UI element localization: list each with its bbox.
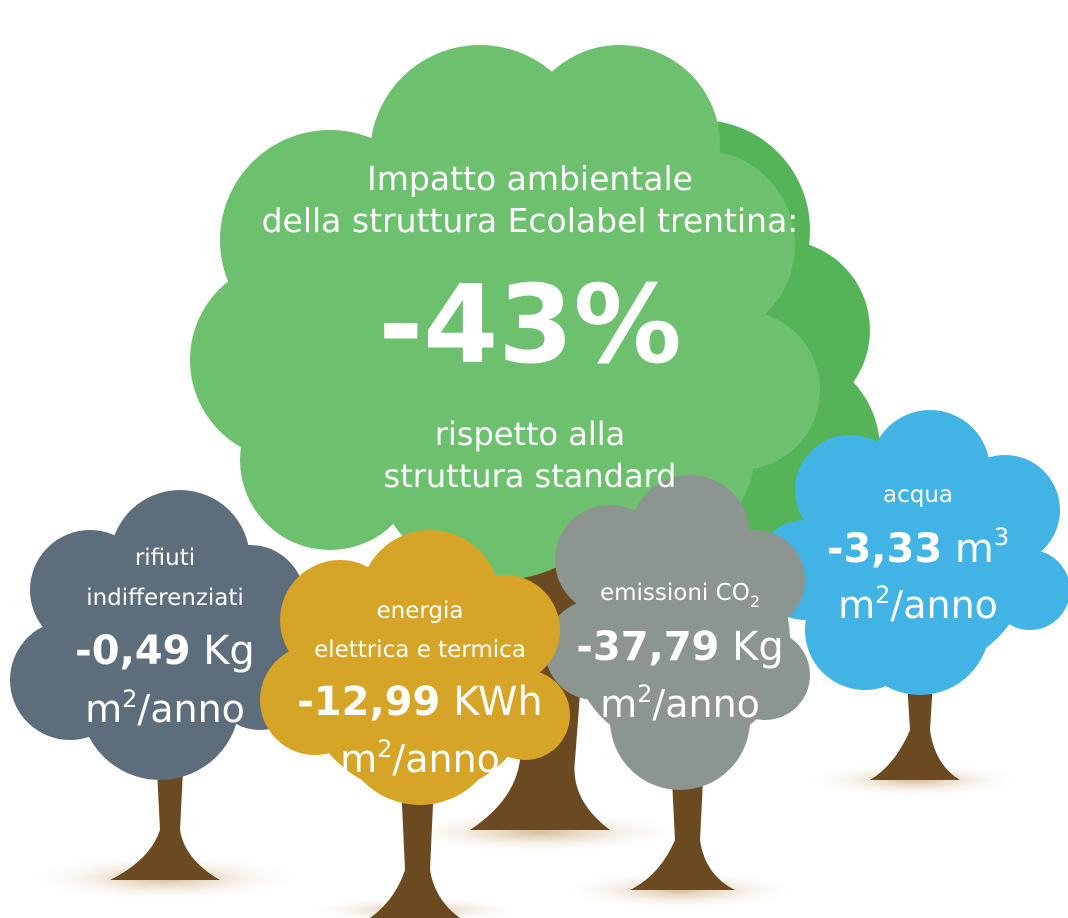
per-rest: /anno (652, 682, 760, 726)
unit: KWh (453, 679, 543, 725)
unit: m (955, 526, 994, 572)
main-line2: della struttura Ecolabel trentina: (262, 201, 799, 240)
unit: Kg (732, 624, 784, 670)
per-line: m2/anno (85, 685, 245, 731)
value-line: -12,99 KWh (297, 679, 543, 725)
per-rest: /anno (392, 737, 500, 781)
main-sub2: struttura standard (384, 457, 677, 495)
per-rest: /anno (890, 583, 998, 627)
tree-acqua (755, 410, 1068, 780)
main-value: -43% (378, 263, 681, 388)
per-base: m (600, 682, 637, 726)
per-exp: 2 (377, 735, 392, 763)
value: -12,99 (297, 679, 440, 725)
unit-exp: 3 (994, 523, 1009, 551)
label-text: emissioni CO (600, 580, 750, 606)
label: rifiuti (135, 545, 195, 571)
label-sub: 2 (750, 592, 760, 611)
per-exp: 2 (122, 685, 137, 713)
unit: Kg (203, 628, 255, 674)
per-base: m (838, 583, 875, 627)
main-sub1: rispetto alla (435, 415, 626, 453)
label: indifferenziati (86, 585, 244, 611)
per-exp: 2 (637, 680, 652, 708)
label: emissioni CO2 (600, 580, 760, 611)
label: energia (376, 598, 463, 624)
value-line: -0,49 Kg (75, 628, 255, 674)
per-line: m2/anno (838, 581, 998, 627)
tree-energia (260, 530, 570, 918)
value: -0,49 (75, 628, 190, 674)
value-line: -37,79 Kg (576, 624, 783, 670)
value-line: -3,33 m3 (827, 523, 1009, 572)
per-line: m2/anno (340, 735, 500, 781)
per-rest: /anno (137, 687, 245, 731)
per-base: m (340, 737, 377, 781)
per-base: m (85, 687, 122, 731)
value: -37,79 (576, 624, 719, 670)
tree-emissioni (545, 475, 810, 890)
per-exp: 2 (875, 581, 890, 609)
value: -3,33 (827, 526, 942, 572)
main-line1: Impatto ambientale (367, 159, 693, 198)
label: elettrica e termica (314, 637, 526, 663)
label: acqua (883, 482, 953, 508)
per-line: m2/anno (600, 680, 760, 726)
